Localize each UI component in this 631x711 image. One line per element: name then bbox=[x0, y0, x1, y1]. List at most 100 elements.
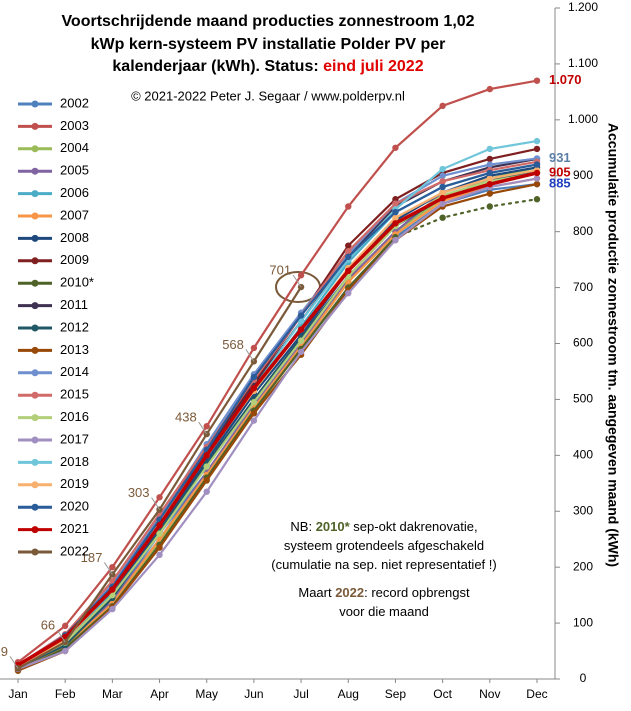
series-line bbox=[16, 171, 539, 669]
data-point bbox=[533, 137, 541, 145]
legend-marker bbox=[31, 257, 39, 265]
label-leader bbox=[198, 421, 208, 435]
legend-label: 2015 bbox=[60, 387, 89, 402]
x-tick-label: Jul bbox=[293, 687, 308, 701]
note-part: systeem grotendeels afgeschakeld bbox=[284, 538, 484, 553]
data-label: 66 bbox=[41, 618, 55, 633]
data-point bbox=[297, 317, 305, 325]
data-point bbox=[439, 178, 446, 185]
series-line bbox=[16, 163, 539, 667]
legend-label: 2008 bbox=[60, 230, 89, 245]
data-point bbox=[156, 494, 163, 501]
label-leader bbox=[103, 562, 113, 575]
data-point bbox=[156, 551, 163, 559]
legend-marker bbox=[31, 212, 39, 220]
data-point bbox=[533, 161, 541, 168]
data-point bbox=[392, 196, 399, 203]
data-label: 701 bbox=[269, 262, 291, 277]
legend-marker bbox=[31, 526, 39, 534]
legend-label: 2019 bbox=[60, 476, 89, 491]
legend-marker bbox=[31, 279, 39, 287]
note-part: Maart bbox=[298, 585, 335, 600]
data-point bbox=[156, 544, 163, 551]
data-point bbox=[203, 452, 210, 459]
data-point bbox=[203, 488, 210, 495]
legend-label: 2006 bbox=[60, 185, 89, 200]
legend-label: 2002 bbox=[60, 95, 89, 110]
data-point bbox=[109, 605, 116, 613]
note-part: voor die maand bbox=[339, 604, 429, 619]
label-leader bbox=[151, 497, 160, 510]
data-point bbox=[156, 522, 163, 529]
data-point bbox=[345, 289, 352, 297]
legend-marker bbox=[31, 302, 39, 310]
label-leader bbox=[292, 274, 302, 288]
data-label: 905 bbox=[549, 164, 571, 179]
label-leader bbox=[9, 656, 19, 669]
legend-marker bbox=[31, 458, 39, 466]
note: Maart 2022: record opbrengst bbox=[298, 585, 470, 600]
y-tick-label: 0 bbox=[580, 671, 587, 685]
y-tick-label: 1.200 bbox=[568, 0, 598, 14]
data-label: 303 bbox=[128, 485, 150, 500]
data-point bbox=[392, 220, 399, 227]
legend-label: 2005 bbox=[60, 163, 89, 178]
data-point bbox=[392, 214, 399, 221]
data-point bbox=[109, 586, 116, 593]
data-point bbox=[345, 267, 352, 275]
data-point bbox=[61, 622, 69, 630]
legend-marker bbox=[31, 503, 39, 511]
legend-marker bbox=[31, 391, 39, 399]
legend-marker bbox=[31, 122, 39, 130]
data-point bbox=[486, 169, 493, 177]
data-point bbox=[439, 102, 446, 110]
x-tick-label: Mar bbox=[102, 687, 123, 701]
note-part: : record opbrengst bbox=[364, 585, 470, 600]
y-tick-label: 200 bbox=[573, 559, 593, 573]
legend-label: 2011 bbox=[60, 297, 88, 312]
legend-marker bbox=[31, 414, 39, 422]
legend-label: 2022 bbox=[60, 543, 89, 558]
note: systeem grotendeels afgeschakeld bbox=[284, 538, 484, 553]
data-point bbox=[61, 647, 69, 655]
data-point bbox=[392, 208, 399, 216]
data-point bbox=[392, 200, 399, 207]
x-tick-label: Feb bbox=[55, 687, 76, 701]
data-label: 1.070 bbox=[549, 72, 582, 87]
data-point bbox=[486, 145, 493, 153]
data-point bbox=[486, 190, 493, 197]
data-point bbox=[345, 248, 352, 255]
legend-marker bbox=[31, 190, 39, 198]
x-tick-label: May bbox=[195, 687, 218, 701]
x-tick-label: Aug bbox=[338, 687, 359, 701]
data-point bbox=[533, 145, 541, 153]
data-point bbox=[109, 563, 116, 571]
data-label: 568 bbox=[222, 337, 244, 352]
data-point bbox=[297, 312, 305, 319]
x-tick-label: Jun bbox=[244, 687, 263, 701]
note-part: 2022 bbox=[335, 585, 364, 600]
data-point bbox=[297, 272, 305, 279]
data-point bbox=[439, 194, 446, 202]
data-point bbox=[297, 326, 305, 333]
data-point bbox=[533, 196, 541, 203]
series-line bbox=[16, 157, 539, 667]
data-point bbox=[439, 189, 446, 196]
data-point bbox=[486, 161, 493, 168]
legend-label: 2017 bbox=[60, 431, 89, 446]
data-label: 438 bbox=[175, 410, 197, 425]
x-tick-label: Apr bbox=[150, 687, 169, 701]
note-part: sep-okt dakrenovatie, bbox=[350, 519, 478, 534]
legend-marker bbox=[31, 548, 39, 556]
note: voor die maand bbox=[339, 604, 429, 619]
data-point bbox=[439, 165, 446, 173]
data-point bbox=[250, 399, 258, 406]
x-tick-label: Jan bbox=[8, 687, 27, 701]
data-point bbox=[297, 337, 305, 344]
legend-marker bbox=[31, 324, 39, 332]
legend-marker bbox=[31, 145, 39, 153]
data-point bbox=[533, 169, 541, 177]
series-line bbox=[16, 177, 539, 671]
note: (cumulatie na sep. niet representatief !… bbox=[271, 557, 496, 572]
